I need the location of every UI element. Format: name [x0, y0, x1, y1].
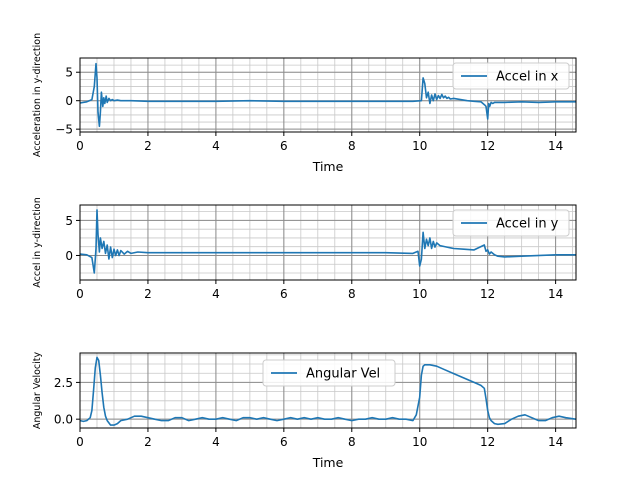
- y-tick-label: 0: [65, 249, 73, 263]
- legend-label: Accel in y: [496, 217, 559, 232]
- x-tick-label: 8: [348, 139, 356, 153]
- x-tick-label: 14: [548, 435, 563, 449]
- x-axis-label: Time: [312, 159, 344, 174]
- series-line-1: [80, 62, 576, 128]
- y-axis-label: Acceleration in y-direction: [32, 33, 43, 157]
- x-tick-label: 4: [212, 435, 220, 449]
- legend-label: Angular Vel: [306, 367, 380, 382]
- y-axis-label: Accel in y-direction: [32, 197, 43, 287]
- x-tick-label: 0: [76, 435, 84, 449]
- y-tick-label: 5: [65, 214, 73, 228]
- axes-frame: [79, 204, 577, 281]
- x-tick-label: 2: [144, 139, 152, 153]
- y-tick-label: 0.0: [54, 413, 73, 427]
- x-axis-label: Time: [312, 455, 344, 470]
- y-axis-label: Angular Velocity: [32, 352, 43, 430]
- x-tick-label: 12: [480, 139, 495, 153]
- x-tick-label: 6: [280, 287, 288, 301]
- legend-label: Accel in x: [496, 70, 559, 85]
- x-tick-label: 8: [348, 435, 356, 449]
- y-tick-label: 2.5: [54, 376, 73, 390]
- x-tick-label: 12: [480, 287, 495, 301]
- x-tick-label: 0: [76, 287, 84, 301]
- axes-group-3: 0 2 4 6 8 10 12 14 0.0 2.5 Time Angular Velocity Ang…: [32, 352, 577, 470]
- axes-frame: [79, 352, 577, 429]
- x-tick-label: 0: [76, 139, 84, 153]
- legend-box: [452, 209, 570, 237]
- axes-frame: [79, 57, 577, 133]
- y-tick-label: −5: [55, 123, 73, 137]
- x-tick-label: 4: [212, 287, 220, 301]
- x-tick-label: 2: [144, 287, 152, 301]
- y-tick-label: 5: [65, 66, 73, 80]
- y-tick-label: 0: [65, 94, 73, 108]
- x-tick-label: 10: [412, 287, 427, 301]
- x-tick-label: 10: [412, 435, 427, 449]
- axes-group-2: 0 2 4 6 8 10 12 14 0 5 Accel in y-direction Accel i…: [32, 197, 577, 301]
- x-tick-label: 6: [280, 435, 288, 449]
- x-tick-label: 8: [348, 287, 356, 301]
- x-tick-label: 4: [212, 139, 220, 153]
- x-tick-label: 6: [280, 139, 288, 153]
- x-tick-label: 14: [548, 287, 563, 301]
- x-tick-label: 2: [144, 435, 152, 449]
- x-tick-label: 14: [548, 139, 563, 153]
- series-line-1: [80, 356, 576, 426]
- legend-box: [262, 359, 396, 387]
- x-tick-label: 10: [412, 139, 427, 153]
- x-tick-label: 12: [480, 435, 495, 449]
- series-line-1: [80, 209, 576, 274]
- legend-box: [452, 62, 570, 90]
